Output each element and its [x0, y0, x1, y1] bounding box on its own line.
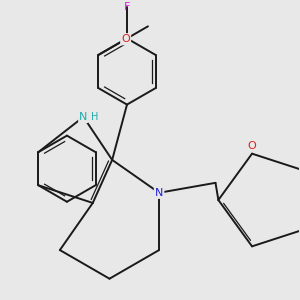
Text: N: N: [155, 188, 163, 198]
Text: O: O: [121, 34, 130, 44]
Text: H: H: [91, 112, 98, 122]
Text: F: F: [124, 2, 130, 12]
Text: O: O: [248, 141, 256, 151]
Text: N: N: [79, 112, 88, 122]
